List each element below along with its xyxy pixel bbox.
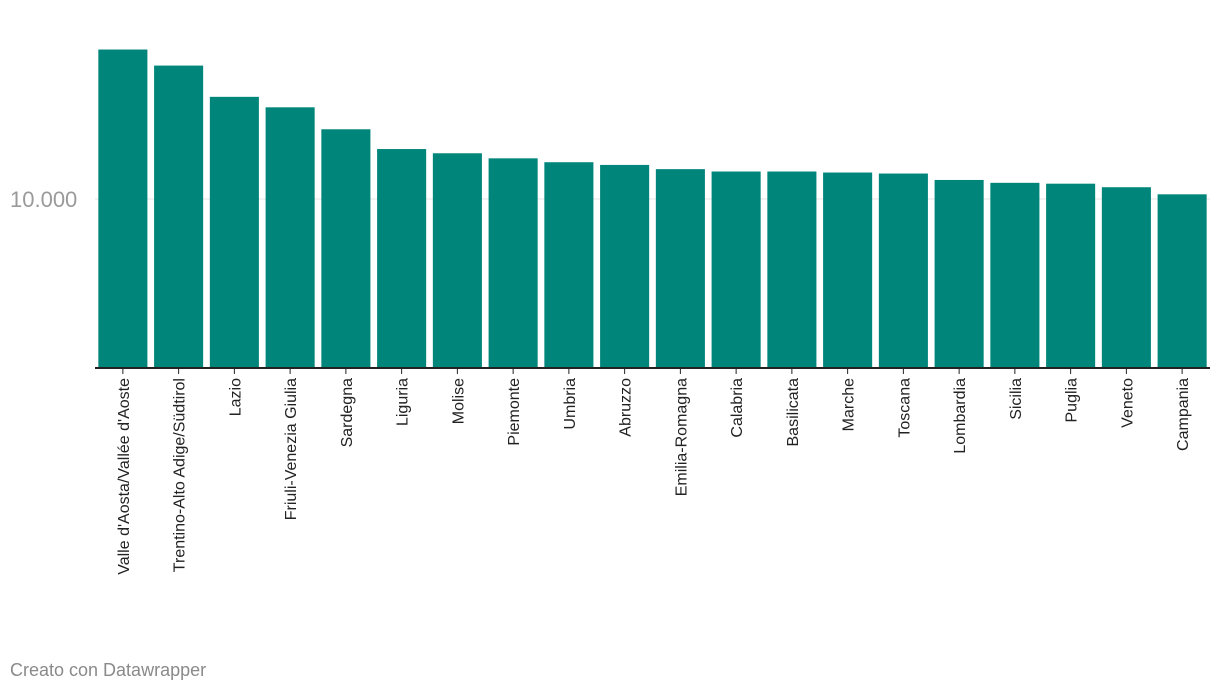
bar-18 [1101,187,1151,368]
category-label-3: Friuli-Venezia Giulia [283,378,300,520]
category-label-10: Emilia-Romagna [673,378,690,496]
bar-10 [655,169,705,368]
bar-15 [934,179,984,368]
category-label-19: Campania [1175,378,1192,451]
category-label-18: Veneto [1119,378,1136,428]
category-label-8: Umbria [562,378,579,430]
bar-17 [1046,183,1096,368]
bar-8 [544,162,594,368]
category-label-2: Lazio [227,378,244,416]
category-label-5: Liguria [395,378,412,426]
bar-2 [209,96,259,368]
bar-0 [98,49,148,368]
category-label-11: Calabria [729,378,746,438]
bar-11 [711,171,761,368]
y-axis-labels-layer: 10.000 [10,187,77,212]
bar-9 [600,164,650,368]
category-label-17: Puglia [1064,378,1081,423]
category-label-1: Trentino-Alto Adige/Südtirol [172,378,189,572]
bar-3 [265,107,315,368]
category-label-15: Lombardia [952,378,969,454]
bar-13 [823,172,873,368]
bar-12 [767,171,817,368]
bar-16 [990,182,1040,368]
category-label-12: Basilicata [785,378,802,447]
category-label-16: Sicilia [1008,378,1025,420]
bar-4 [321,129,371,368]
category-label-13: Marche [841,378,858,431]
bars-layer [98,49,1207,368]
bar-6 [432,153,482,368]
bar-14 [878,173,928,368]
bar-19 [1157,194,1207,368]
category-label-4: Sardegna [339,378,356,447]
category-label-6: Molise [450,378,467,424]
bar-7 [488,158,538,368]
category-labels-layer: Valle d'Aosta/Vallée d'Aoste Trentino-Alt… [116,378,1192,575]
category-label-7: Piemonte [506,378,523,446]
y-tick-label: 10.000 [10,187,77,212]
bar-chart: Valle d'Aosta/Vallée d'Aoste Trentino-Alt… [10,49,1210,575]
category-label-14: Toscana [896,378,913,438]
bar-5 [377,149,427,368]
category-label-9: Abruzzo [618,378,635,437]
category-label-0: Valle d'Aosta/Vallée d'Aoste [116,378,133,575]
category-ticks-layer [122,368,1183,374]
credit-text: Creato con Datawrapper [10,660,207,680]
bar-1 [154,65,204,368]
